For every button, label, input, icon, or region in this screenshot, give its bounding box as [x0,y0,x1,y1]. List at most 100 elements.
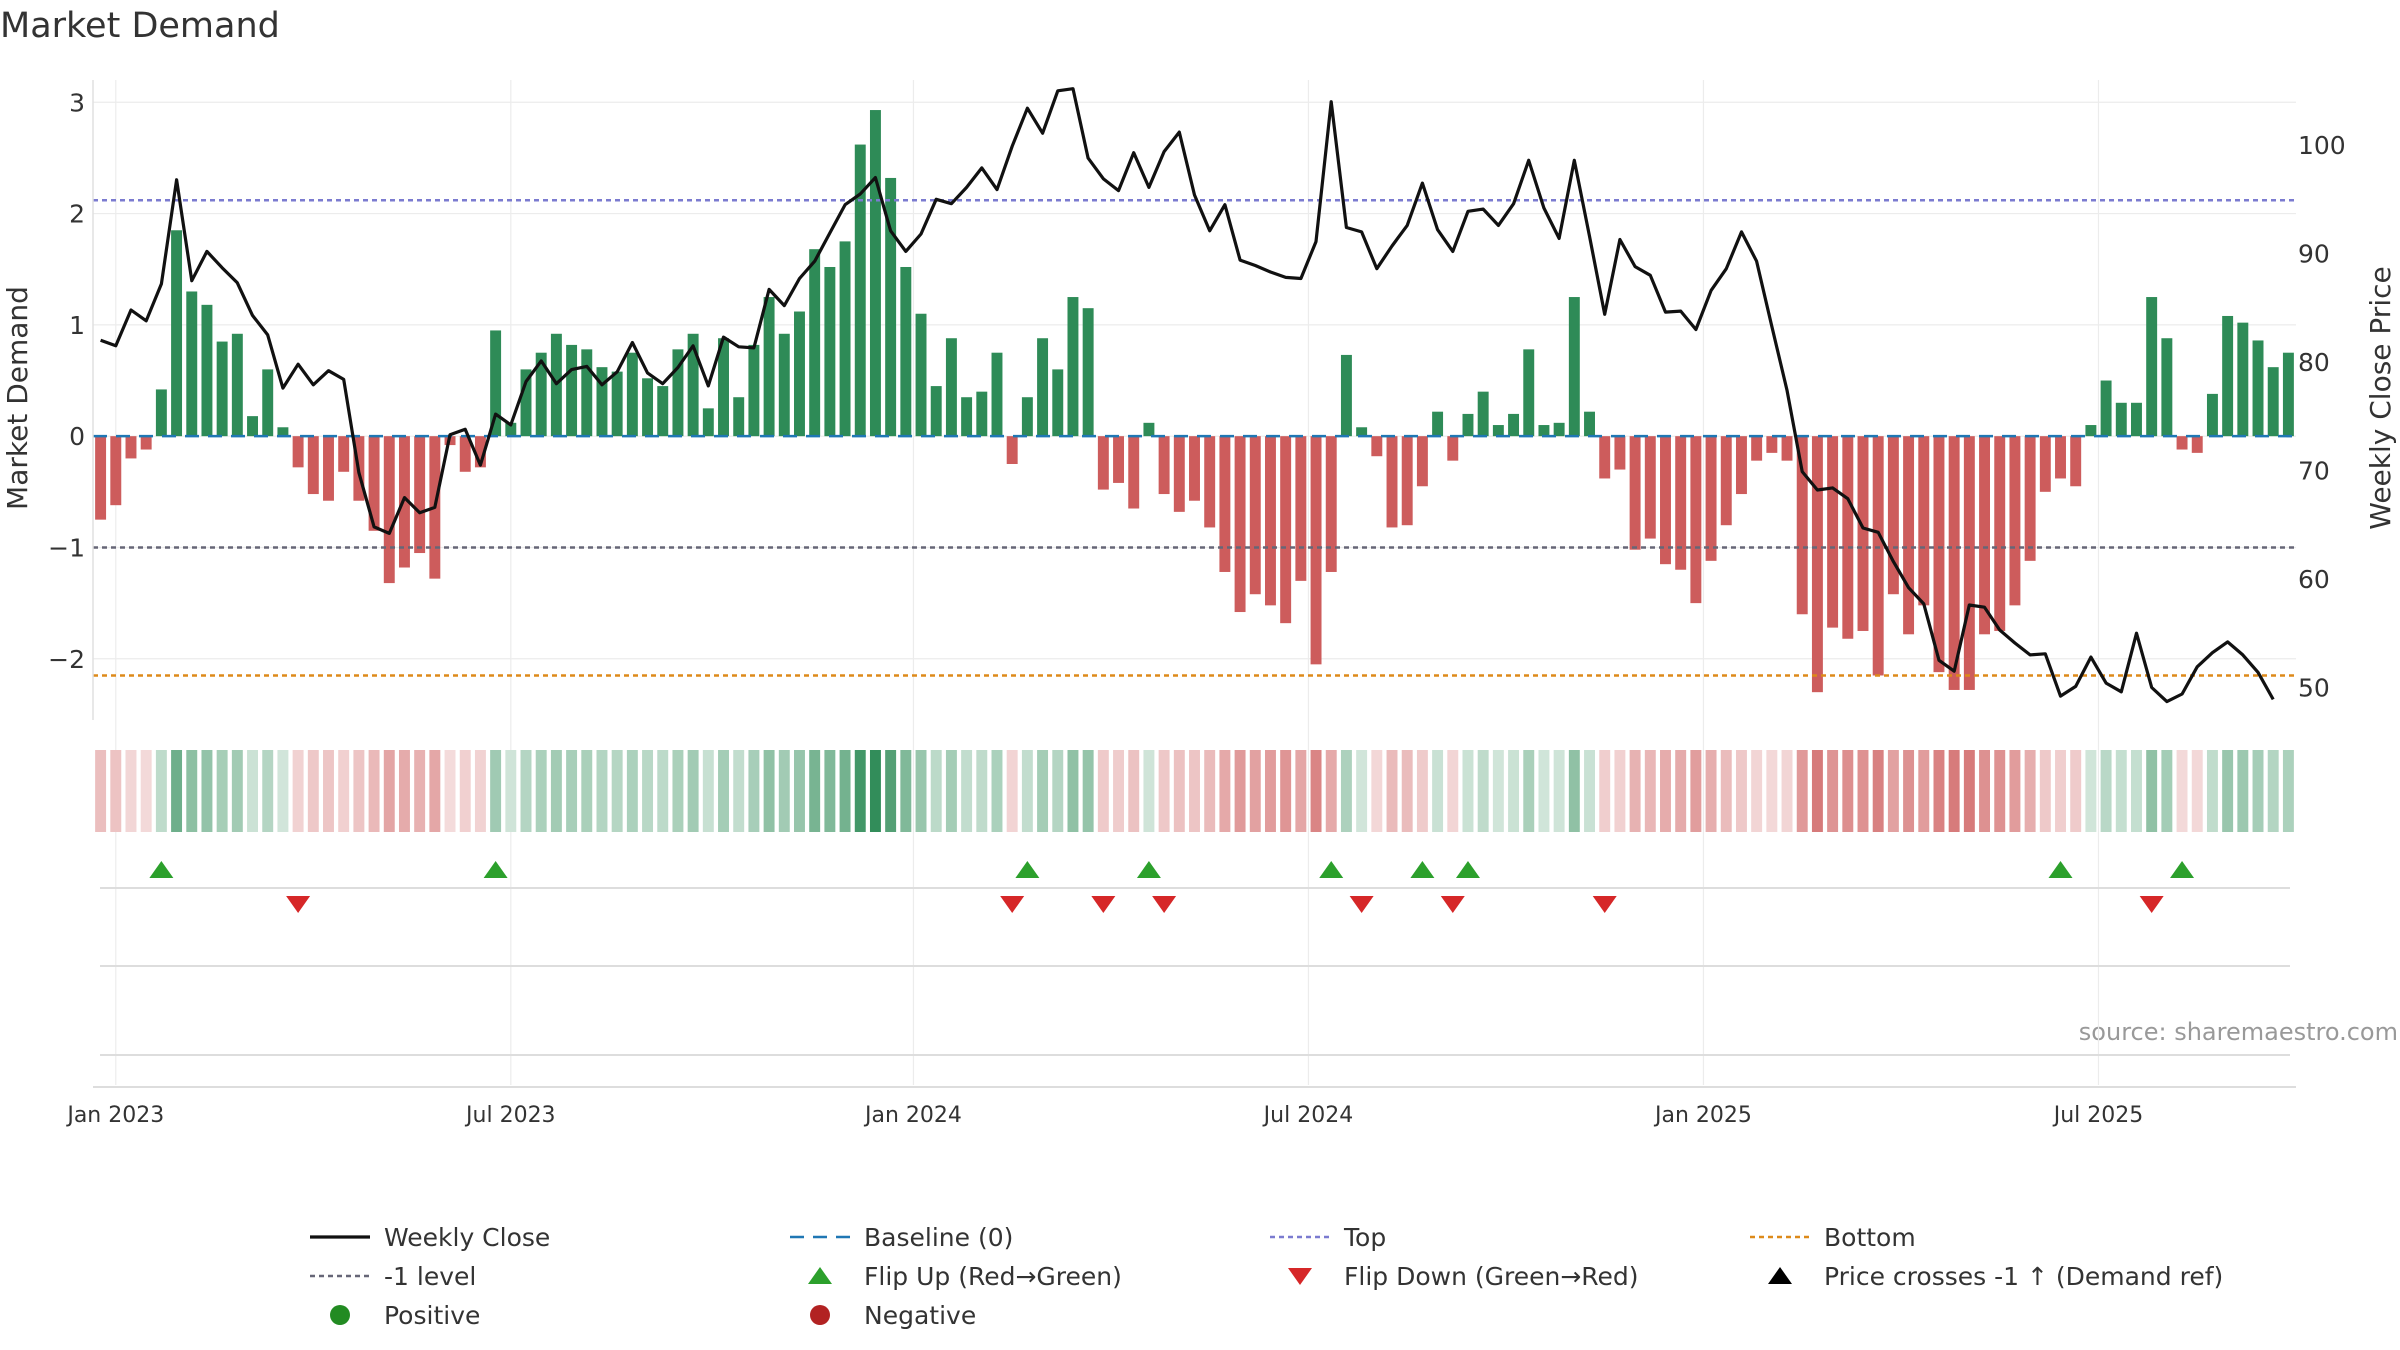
positive-demand-bar [915,313,927,437]
y-right-tick-label: 60 [2298,565,2330,594]
negative-heat-cell [1447,750,1459,832]
negative-heat-cell [1599,750,1611,832]
positive-demand-bar [277,427,289,437]
flip-up-marker [1455,861,1480,878]
positive-heat-cell [718,750,729,832]
positive-demand-bar [186,291,198,437]
positive-demand-bar [1477,391,1489,437]
x-tick-label: Jan 2023 [65,1103,164,1128]
negative-demand-bar [414,436,426,554]
positive-heat-cell [1584,750,1595,832]
negative-heat-cell [1827,750,1839,832]
y-left-tick-label: 0 [69,422,85,451]
negative-demand-bar [292,436,304,468]
positive-demand-bar [702,408,714,437]
negative-demand-bar [1219,436,1231,572]
positive-heat-cell [1492,750,1504,832]
positive-heat-cell [550,750,562,832]
legend-swatch-negative [810,1305,830,1325]
negative-heat-cell [1963,750,1975,832]
positive-demand-bar [869,110,881,437]
negative-demand-bar [1842,436,1854,639]
legend-label-bottom: Bottom [1824,1223,1916,1252]
negative-heat-cell [1751,750,1763,832]
positive-demand-bar [945,338,957,437]
positive-demand-bar [763,297,775,437]
positive-heat-cell [1538,750,1550,832]
positive-heat-cell [733,750,745,832]
negative-demand-bar [1234,436,1246,613]
y-right-axis-label: Weekly Close Price [2364,266,2397,529]
positive-demand-bar [718,338,729,437]
positive-demand-bar [2267,367,2279,437]
positive-demand-bar [778,333,790,437]
flip-markers [100,861,2290,1056]
positive-heat-cell [1340,750,1352,832]
chart-title: Market Demand [0,6,280,46]
flip-up-marker [149,861,174,878]
positive-heat-cell [1143,750,1155,832]
positive-demand-bar [885,177,897,437]
positive-heat-cell [748,750,760,832]
negative-demand-bar [1751,436,1763,461]
negative-heat-cell [1979,750,1991,832]
negative-demand-bar [2009,436,2021,606]
negative-heat-cell [1660,750,1671,832]
negative-demand-bar [1811,436,1823,693]
negative-heat-cell [1690,750,1702,832]
negative-heat-cell [1933,750,1945,832]
negative-heat-cell [1811,750,1823,832]
negative-demand-bar [474,436,486,468]
flip-up-marker [1015,861,1040,878]
positive-demand-bar [2282,352,2294,437]
negative-demand-bar [2024,436,2036,561]
negative-heat-cell [1903,750,1915,832]
negative-heat-cell [474,750,486,832]
legend-swatch-cross [1768,1267,1792,1284]
negative-heat-cell [1158,750,1170,832]
y-right-tick-label: 100 [2298,131,2346,160]
negative-heat-cell [2055,750,2066,832]
negative-demand-bar [1371,436,1383,457]
positive-heat-cell [2131,750,2142,832]
legend-swatch-flip_down [1288,1268,1312,1285]
negative-demand-bar [459,436,471,472]
positive-heat-cell [1523,750,1535,832]
positive-heat-cell [1067,750,1079,832]
positive-demand-bar [2085,425,2097,437]
positive-demand-bar [672,349,684,437]
positive-heat-cell [869,750,881,832]
negative-heat-cell [1948,750,1960,832]
positive-demand-bar [642,378,654,437]
positive-heat-cell [854,750,866,832]
positive-heat-cell [490,750,502,832]
flip-up-marker [2048,861,2073,878]
negative-demand-bar [1857,436,1869,631]
negative-heat-cell [1310,750,1322,832]
legend-swatch-positive [330,1305,350,1325]
negative-heat-cell [323,750,334,832]
negative-demand-bar [2191,436,2203,453]
axes: 3 2 1 0 −1 −2 100 90 80 70 60 50 Jan 2023 Jul 2023 Jan… [48,80,2346,1128]
positive-demand-bar [611,371,623,437]
negative-demand-bar [1447,436,1459,461]
positive-demand-bar [748,344,760,437]
negative-demand-bar [1280,436,1292,624]
x-tick-label: Jul 2024 [1262,1103,1354,1128]
negative-demand-bar [1903,436,1915,635]
negative-heat-cell [429,750,441,832]
negative-heat-cell [2009,750,2021,832]
negative-demand-bar [140,436,152,450]
positive-heat-cell [1462,750,1474,832]
negative-demand-bar [1796,436,1808,615]
negative-demand-bar [1918,436,1930,606]
negative-heat-cell [1325,750,1337,832]
positive-heat-cell [1568,750,1580,832]
positive-heat-cell [626,750,638,832]
legend-label-minus_one: -1 level [384,1262,476,1291]
negative-heat-cell [414,750,426,832]
negative-demand-bar [1401,436,1413,526]
positive-demand-bar [2222,315,2234,437]
negative-heat-cell [2039,750,2051,832]
positive-demand-bar [216,341,228,437]
